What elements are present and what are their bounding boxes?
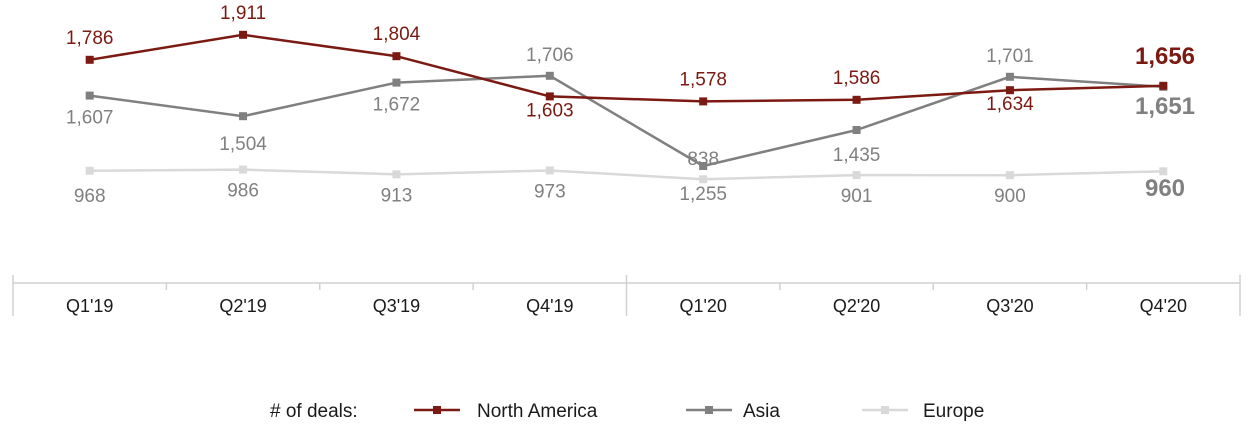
legend-label: Asia bbox=[743, 401, 780, 422]
data-label-asia: 1,255 bbox=[679, 184, 727, 205]
data-label-north-america: 1,603 bbox=[526, 100, 574, 121]
data-label-north-america: 1,578 bbox=[679, 69, 727, 90]
data-point-north-america bbox=[852, 95, 861, 104]
data-point-north-america bbox=[85, 55, 94, 64]
data-label-europe: 968 bbox=[74, 186, 106, 207]
data-label-europe: 900 bbox=[994, 186, 1026, 207]
data-point-europe bbox=[239, 165, 248, 174]
legend-title: # of deals: bbox=[270, 401, 358, 422]
x-tick-label: Q2'19 bbox=[219, 296, 266, 316]
x-tick-label: Q2'20 bbox=[833, 296, 880, 316]
x-tick-label: Q4'20 bbox=[1140, 296, 1187, 316]
data-label-north-america: 1,804 bbox=[373, 24, 421, 45]
data-label-north-america: 1,786 bbox=[66, 28, 114, 49]
data-point-asia bbox=[392, 78, 401, 87]
data-point-asia bbox=[699, 162, 708, 170]
data-label-europe: 913 bbox=[381, 185, 413, 206]
data-point-asia bbox=[85, 91, 94, 100]
data-point-north-america bbox=[545, 92, 554, 101]
data-point-north-america bbox=[239, 30, 248, 39]
data-point-europe bbox=[392, 170, 401, 179]
series-layer bbox=[85, 30, 1168, 184]
x-tick-label: Q3'19 bbox=[373, 296, 420, 316]
data-label-north-america: 1,586 bbox=[833, 68, 881, 89]
data-label-north-america: 1,656 bbox=[1135, 43, 1195, 70]
data-point-north-america bbox=[1159, 81, 1168, 90]
data-point-europe bbox=[545, 166, 554, 175]
series-line-asia bbox=[89, 74, 1164, 168]
data-label-asia: 1,701 bbox=[986, 46, 1034, 67]
data-label-europe: 838 bbox=[687, 149, 719, 170]
data-label-europe: 901 bbox=[841, 186, 873, 207]
data-label-asia: 1,672 bbox=[373, 95, 421, 116]
data-point-europe bbox=[852, 171, 861, 180]
legend-swatch-marker bbox=[433, 406, 441, 414]
legend-label: Europe bbox=[923, 401, 984, 422]
data-labels: 1,786 1,911 1,804 1,603 1,578 1,586 1,634 1,656… bbox=[66, 3, 1195, 207]
x-tick-label: Q3'20 bbox=[986, 296, 1033, 316]
data-point-asia bbox=[239, 112, 248, 121]
data-label-north-america: 1,911 bbox=[220, 3, 266, 24]
data-point-north-america bbox=[1005, 86, 1014, 95]
data-point-north-america bbox=[392, 52, 401, 61]
data-point-north-america bbox=[699, 97, 708, 106]
series-line-europe bbox=[89, 168, 1164, 181]
data-label-europe: 973 bbox=[534, 181, 566, 202]
series-line-north-america bbox=[89, 33, 1164, 103]
data-point-europe bbox=[1005, 171, 1014, 180]
data-label-asia: 1,504 bbox=[219, 134, 267, 155]
data-label-asia: 1,607 bbox=[66, 108, 114, 129]
data-point-asia bbox=[1005, 72, 1014, 81]
data-label-north-america: 1,634 bbox=[986, 94, 1034, 115]
data-point-asia bbox=[852, 126, 861, 134]
data-point-europe bbox=[85, 166, 94, 175]
data-label-asia: 1,706 bbox=[526, 45, 574, 66]
legend-swatch-marker bbox=[881, 406, 889, 414]
data-label-asia: 1,435 bbox=[833, 145, 881, 166]
x-tick-label: Q1'19 bbox=[66, 296, 113, 316]
data-label-asia: 1,651 bbox=[1135, 93, 1195, 120]
x-tick-label: Q1'20 bbox=[679, 296, 726, 316]
data-label-europe: 986 bbox=[227, 181, 259, 202]
x-axis: Q1'19 Q2'19 Q3'19 Q4'19 Q1'20 Q2'20 Q3'20 Q4'20 bbox=[12, 275, 1241, 316]
data-point-asia bbox=[545, 71, 554, 80]
data-point-europe bbox=[1159, 167, 1168, 176]
legend: # of deals: North America Asia Europe bbox=[270, 401, 984, 422]
data-label-europe: 960 bbox=[1145, 175, 1185, 202]
x-tick-label: Q4'19 bbox=[526, 296, 573, 316]
data-point-europe bbox=[699, 175, 708, 184]
legend-swatch-marker bbox=[705, 406, 713, 414]
legend-label: North America bbox=[477, 401, 598, 422]
